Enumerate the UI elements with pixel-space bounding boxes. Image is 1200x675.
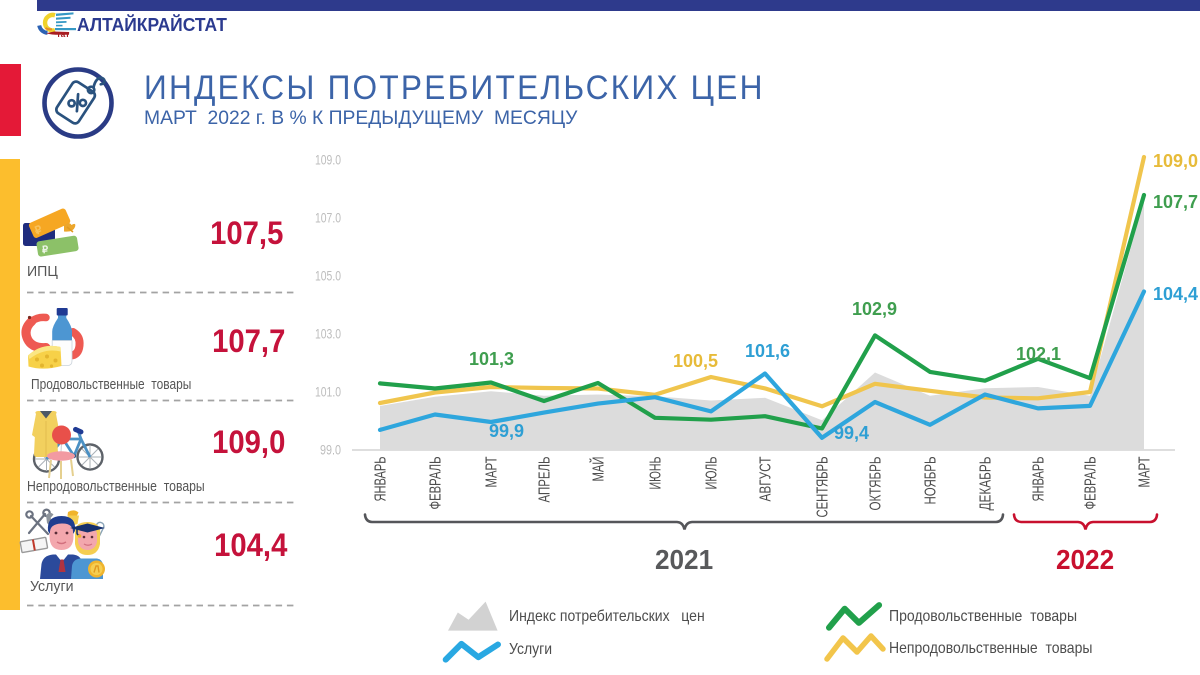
svg-text:₽: ₽ (41, 244, 50, 256)
svg-text:ИЮЛЬ: ИЮЛЬ (704, 457, 721, 490)
svg-text:СЕНТЯБРЬ: СЕНТЯБРЬ (815, 457, 832, 518)
svg-text:101.0: 101.0 (315, 384, 341, 400)
svg-text:НОЯБРЬ: НОЯБРЬ (923, 457, 940, 505)
svg-text:МАРТ: МАРТ (1137, 456, 1154, 487)
svg-text:тат: тат (57, 30, 70, 37)
svg-text:ДЕКАБРЬ: ДЕКАБРЬ (978, 457, 995, 511)
svg-text:109.0: 109.0 (315, 152, 341, 168)
svg-text:ФЕВРАЛЬ: ФЕВРАЛЬ (428, 457, 445, 510)
svg-text:ФЕВРАЛЬ: ФЕВРАЛЬ (1083, 457, 1100, 510)
svg-text:103.0: 103.0 (315, 326, 341, 342)
svg-text:АПРЕЛЬ: АПРЕЛЬ (537, 457, 554, 503)
svg-text:ИЮНЬ: ИЮНЬ (648, 457, 665, 490)
svg-text:АВГУСТ: АВГУСТ (758, 456, 775, 501)
svg-text:МАРТ: МАРТ (484, 456, 501, 487)
svg-text:МАЙ: МАЙ (589, 457, 608, 482)
svg-text:ЯНВАРЬ: ЯНВАРЬ (1031, 457, 1048, 502)
svg-text:105.0: 105.0 (315, 268, 341, 284)
svg-text:ОКТЯБРЬ: ОКТЯБРЬ (868, 457, 885, 511)
svg-text:ЯНВАРЬ: ЯНВАРЬ (373, 457, 390, 502)
svg-text:₽: ₽ (33, 224, 44, 238)
svg-text:99.0: 99.0 (320, 442, 341, 458)
svg-text:107.0: 107.0 (315, 210, 341, 226)
